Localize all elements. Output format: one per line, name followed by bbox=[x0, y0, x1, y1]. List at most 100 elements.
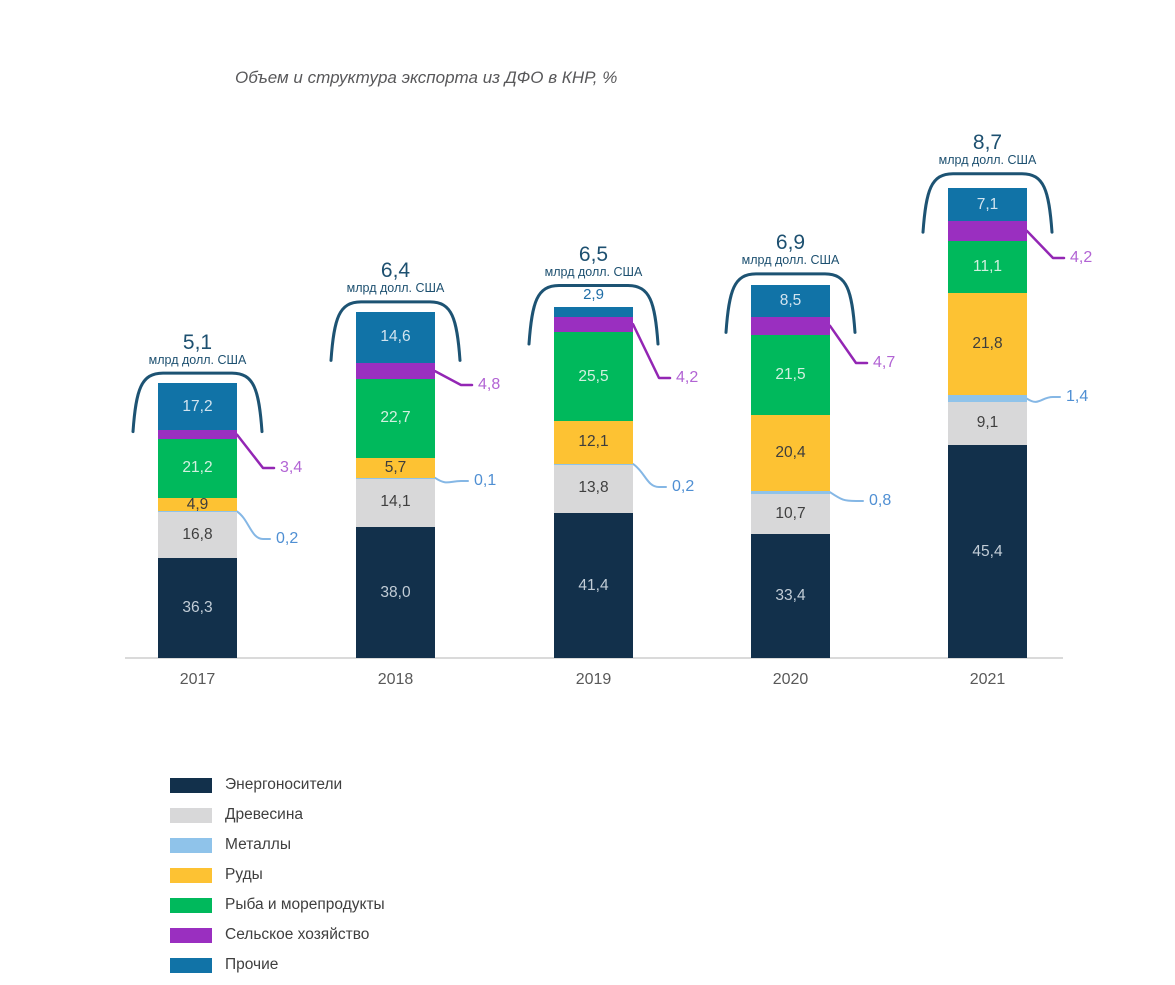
legend-label: Рыба и морепродукты bbox=[225, 896, 385, 913]
callout-value-metals: 0,1 bbox=[474, 472, 497, 489]
unit-label: млрд долл. США bbox=[346, 281, 445, 296]
total-value-label: 6,5 bbox=[578, 243, 609, 266]
bar-segment bbox=[948, 395, 1027, 402]
legend-swatch bbox=[170, 838, 212, 853]
bar-segment bbox=[356, 526, 435, 658]
year-label: 2019 bbox=[575, 671, 612, 688]
callout-line-metals bbox=[236, 510, 271, 540]
segment-value-label: 25,5 bbox=[578, 367, 609, 385]
callout-value-agriculture: 4,2 bbox=[1070, 249, 1093, 266]
segment-value-label: 33,4 bbox=[775, 586, 806, 604]
callout-line-agriculture bbox=[828, 324, 869, 365]
segment-value-label: 36,3 bbox=[182, 599, 213, 617]
legend-label: Прочие bbox=[225, 956, 279, 973]
callout-line-agriculture bbox=[433, 369, 474, 387]
bar-segment bbox=[158, 497, 237, 512]
segment-value-label: 21,8 bbox=[972, 334, 1003, 352]
year-label: 2018 bbox=[377, 671, 414, 688]
chart-title: Объем и структура экспорта из ДФО в КНР,… bbox=[235, 68, 618, 87]
bar-segment bbox=[948, 292, 1027, 396]
callout-line-agriculture bbox=[1025, 229, 1066, 260]
bar-segment bbox=[751, 334, 830, 415]
segment-value-label: 5,7 bbox=[384, 458, 407, 476]
bar-segment bbox=[751, 493, 830, 534]
unit-label: млрд долл. США bbox=[544, 265, 643, 279]
legend-label: Руды bbox=[225, 866, 263, 883]
segment-value-label: 21,2 bbox=[182, 459, 213, 477]
segment-value-label: 20,4 bbox=[775, 443, 806, 461]
callout-line-agriculture bbox=[631, 322, 672, 380]
bar-segment bbox=[948, 444, 1027, 658]
legend-swatch bbox=[170, 808, 212, 823]
bar-segment bbox=[158, 382, 237, 430]
bar-segment bbox=[751, 317, 830, 335]
bar-segment bbox=[554, 421, 633, 464]
callout-value-metals: 1,4 bbox=[1066, 388, 1089, 405]
year-label: 2017 bbox=[179, 671, 216, 688]
callout-value-agriculture: 4,2 bbox=[676, 369, 699, 386]
bar-segment bbox=[158, 558, 237, 658]
legend-label: Металлы bbox=[225, 836, 291, 853]
unit-label: млрд долл. США bbox=[148, 352, 247, 367]
segment-value-label: 4,9 bbox=[186, 495, 209, 513]
segment-value-label: 22,7 bbox=[380, 409, 411, 427]
callout-value-metals: 0,8 bbox=[869, 492, 892, 509]
segment-value-label: 14,6 bbox=[380, 328, 411, 346]
year-label: 2021 bbox=[969, 671, 1006, 688]
bar-segment bbox=[948, 221, 1027, 241]
callout-value-metals: 0,2 bbox=[276, 530, 299, 547]
bar-segment bbox=[158, 511, 237, 512]
bar-segment bbox=[356, 379, 435, 458]
bar-segment bbox=[948, 187, 1027, 222]
callout-value-agriculture: 4,7 bbox=[873, 354, 896, 371]
segment-value-label: 9,1 bbox=[976, 413, 999, 431]
segment-value-label: 16,8 bbox=[182, 525, 213, 543]
segment-value-label: 41,4 bbox=[578, 576, 609, 594]
total-value-label: 5,1 bbox=[182, 330, 213, 354]
bar-segment bbox=[751, 285, 830, 318]
bar-segment bbox=[554, 463, 633, 465]
bar-segment bbox=[158, 429, 237, 440]
legend-swatch bbox=[170, 868, 212, 883]
bar-segment bbox=[356, 477, 435, 527]
bar-segment bbox=[356, 362, 435, 380]
bar-segment bbox=[356, 457, 435, 478]
callout-line-agriculture bbox=[235, 433, 276, 470]
callout-line-metals bbox=[1026, 396, 1061, 403]
bar-segment bbox=[948, 401, 1027, 445]
bar-segment bbox=[356, 312, 435, 363]
callout-value-agriculture: 3,4 bbox=[280, 459, 303, 476]
bar-segment bbox=[751, 414, 830, 491]
segment-value-label: 10,7 bbox=[775, 504, 806, 522]
segment-value-label: 8,5 bbox=[779, 292, 802, 310]
segment-value-label: 11,1 bbox=[972, 257, 1003, 275]
bar-segment bbox=[554, 331, 633, 422]
callout-line-metals bbox=[632, 462, 667, 488]
segment-value-label: 17,2 bbox=[182, 397, 213, 415]
total-value-label: 8,7 bbox=[972, 131, 1003, 155]
legend-swatch bbox=[170, 928, 212, 943]
segment-value-label: 45,4 bbox=[972, 542, 1003, 560]
segment-value-label: 21,5 bbox=[775, 365, 806, 383]
bar-segment bbox=[751, 533, 830, 658]
bar-segment bbox=[158, 511, 237, 559]
callout-value-agriculture: 4,8 bbox=[478, 376, 501, 393]
bar-segment bbox=[554, 316, 633, 332]
callout-line-metals bbox=[829, 491, 864, 502]
year-label: 2020 bbox=[772, 671, 809, 688]
legend-swatch bbox=[170, 778, 212, 793]
total-value-label: 6,4 bbox=[380, 259, 411, 283]
callout-line-metals bbox=[434, 476, 469, 484]
bar-segment bbox=[554, 464, 633, 513]
total-value-label: 6,9 bbox=[775, 231, 806, 255]
bar-segment bbox=[948, 240, 1027, 293]
segment-value-label: 7,1 bbox=[976, 195, 999, 213]
legend-swatch bbox=[170, 958, 212, 973]
segment-value-label: 12,1 bbox=[578, 433, 609, 451]
legend-label: Сельское хозяйство bbox=[225, 926, 370, 943]
legend-swatch bbox=[170, 898, 212, 913]
legend-label: Древесина bbox=[225, 806, 304, 823]
unit-label: млрд долл. США bbox=[938, 153, 1037, 168]
callout-value-metals: 0,2 bbox=[672, 478, 695, 495]
bar-segment bbox=[158, 439, 237, 498]
